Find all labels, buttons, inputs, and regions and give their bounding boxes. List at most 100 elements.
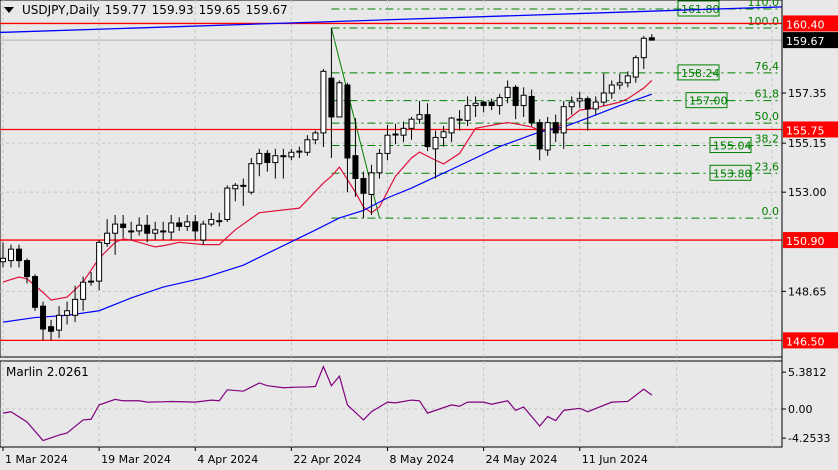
ohlc-close: 159.67 xyxy=(245,3,288,17)
bear-candle xyxy=(552,122,559,134)
price-annotation-box xyxy=(709,164,752,181)
bull-candle xyxy=(448,117,455,134)
oscillator-tick-label: 0.00 xyxy=(788,403,813,416)
bull-candle xyxy=(88,280,95,283)
price-annotation-box xyxy=(709,137,752,154)
bull-candle xyxy=(312,132,319,141)
oscillator-tick-label: -4.2533 xyxy=(788,432,830,445)
bull-candle xyxy=(592,101,599,110)
bear-candle xyxy=(424,114,431,148)
bull-candle xyxy=(432,136,439,150)
date-tick-label: 19 Mar 2024 xyxy=(101,453,171,466)
bull-candle xyxy=(160,230,167,233)
bull-candle xyxy=(200,223,207,241)
fib-level-label: 23,6 xyxy=(755,160,780,173)
bull-candle xyxy=(504,86,511,99)
bear-candle xyxy=(16,248,23,262)
bull-candle xyxy=(208,219,215,225)
bear-candle xyxy=(24,260,31,278)
bull-candle xyxy=(280,155,287,158)
oscillator-tick-label: 5.3812 xyxy=(788,366,827,379)
fib-level-label: 0.0 xyxy=(762,205,780,218)
price-tick-label: 157.35 xyxy=(788,87,827,100)
bull-candle xyxy=(632,57,639,78)
current-price-tag xyxy=(783,32,838,49)
bear-candle xyxy=(32,276,39,308)
chart-header: USDJPY,Daily 159.77 159.93 159.65 159.67 xyxy=(4,3,288,17)
bull-candle xyxy=(112,223,119,234)
bear-candle xyxy=(528,95,535,124)
bull-candle xyxy=(400,127,407,136)
bull-candle xyxy=(232,184,239,190)
bear-candle xyxy=(488,101,495,107)
bear-candle xyxy=(480,101,487,107)
bull-candle xyxy=(520,94,527,107)
bull-candle xyxy=(8,248,15,262)
bull-candle xyxy=(56,314,63,331)
bull-candle xyxy=(72,298,79,316)
bull-candle xyxy=(544,122,551,151)
bull-candle xyxy=(128,230,135,233)
trend-line xyxy=(0,6,783,34)
bear-candle xyxy=(120,223,127,229)
symbol-timeframe: USDJPY,Daily xyxy=(22,3,100,17)
bull-candle xyxy=(288,151,295,158)
price-annotation-label: 153.80 xyxy=(713,167,752,180)
price-annotation-label: 155.04 xyxy=(713,140,752,153)
bear-candle xyxy=(328,77,335,118)
bear-candle xyxy=(264,152,271,164)
bull-candle xyxy=(224,187,231,221)
current-price-label: 159.67 xyxy=(786,35,825,48)
main-panel xyxy=(0,0,783,358)
fib-level-label: 100.0 xyxy=(748,15,780,28)
bear-candle xyxy=(192,221,199,232)
bear-candle xyxy=(512,86,519,107)
bull-candle xyxy=(392,133,399,136)
date-tick-label: 8 May 2024 xyxy=(389,453,454,466)
bull-candle xyxy=(472,102,479,107)
ohlc-high: 159.93 xyxy=(151,3,194,17)
date-tick-label: 22 Apr 2024 xyxy=(293,453,361,466)
level-price-tag xyxy=(783,332,838,349)
price-tick-label: 148.65 xyxy=(788,285,827,298)
bull-candle xyxy=(152,229,159,234)
date-tick-label: 4 Apr 2024 xyxy=(197,453,258,466)
bull-candle xyxy=(216,220,223,223)
bull-candle xyxy=(600,92,607,103)
bull-candle xyxy=(496,97,503,107)
price-annotation-box xyxy=(677,64,720,81)
level-price-tag xyxy=(783,15,838,32)
bull-candle xyxy=(384,134,391,154)
fib-level-label: 61,8 xyxy=(755,88,780,101)
bull-candle xyxy=(0,257,6,263)
bull-candle xyxy=(272,155,279,164)
bull-candle xyxy=(320,70,327,134)
level-price-label: 160.40 xyxy=(786,18,825,31)
dropdown-triangle-icon[interactable] xyxy=(4,7,14,13)
oscillator-line xyxy=(2,364,653,442)
bull-candle xyxy=(96,241,103,282)
price-annotation-box xyxy=(685,92,728,109)
oscillator-panel xyxy=(0,360,783,448)
level-price-tag xyxy=(783,121,838,138)
bear-candle xyxy=(344,84,351,159)
bull-candle xyxy=(456,118,463,121)
bull-candle xyxy=(440,131,447,138)
fib-level-label: 38,2 xyxy=(755,133,780,146)
date-tick-label: 1 Mar 2024 xyxy=(5,453,68,466)
bull-candle xyxy=(464,105,471,121)
date-tick-label: 11 Jun 2024 xyxy=(582,453,648,466)
price-annotation-label: 157.00 xyxy=(689,95,728,108)
bear-candle xyxy=(360,178,367,194)
bull-candle xyxy=(104,232,111,244)
bull-candle xyxy=(80,281,87,300)
bull-candle xyxy=(368,172,375,195)
bull-candle xyxy=(608,84,615,94)
bull-candle xyxy=(376,152,383,174)
bear-candle xyxy=(144,224,151,234)
price-tick-label: 155.15 xyxy=(788,137,827,150)
bear-candle xyxy=(584,98,591,110)
bull-candle xyxy=(640,37,647,59)
price-annotation-label: 158.24 xyxy=(681,67,720,80)
